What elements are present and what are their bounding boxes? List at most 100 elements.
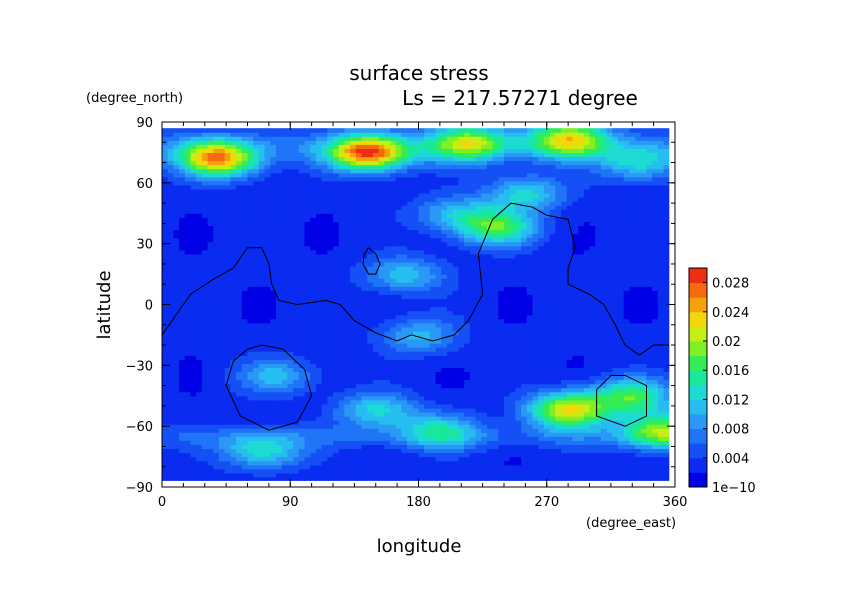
heatmap-cell bbox=[281, 209, 288, 214]
heatmap-cell bbox=[321, 440, 328, 446]
heatmap-cell bbox=[469, 322, 477, 328]
heatmap-cell bbox=[162, 387, 169, 393]
heatmap-cell bbox=[287, 403, 294, 409]
heatmap-cell bbox=[338, 476, 345, 481]
heatmap-cell bbox=[276, 338, 283, 344]
heatmap-cell bbox=[390, 379, 397, 385]
heatmap-cell bbox=[395, 403, 402, 409]
heatmap-cell bbox=[201, 432, 209, 437]
heatmap-cell bbox=[321, 136, 328, 141]
heatmap-cell bbox=[481, 257, 488, 263]
heatmap-cell bbox=[447, 343, 454, 348]
heatmap-cell bbox=[395, 440, 402, 446]
heatmap-cell bbox=[395, 221, 402, 227]
heatmap-cell bbox=[327, 241, 334, 247]
heatmap-cell bbox=[247, 355, 254, 360]
heatmap-cell bbox=[486, 464, 494, 470]
heatmap-cell bbox=[179, 375, 186, 381]
heatmap-cell bbox=[424, 306, 431, 312]
heatmap-cell bbox=[184, 468, 192, 474]
heatmap-cell bbox=[475, 310, 482, 316]
heatmap-cell bbox=[315, 233, 323, 239]
heatmap-cell bbox=[338, 253, 345, 259]
heatmap-cell bbox=[338, 229, 345, 235]
heatmap-cell bbox=[287, 225, 294, 231]
heatmap-cell bbox=[469, 464, 477, 470]
heatmap-cell bbox=[350, 383, 357, 389]
heatmap-cell bbox=[355, 221, 363, 227]
heatmap-cell bbox=[321, 233, 328, 239]
heatmap-cell bbox=[338, 322, 345, 328]
heatmap-cell bbox=[401, 261, 408, 267]
heatmap-cell bbox=[441, 302, 448, 308]
heatmap-cell bbox=[475, 180, 482, 186]
heatmap-cell bbox=[310, 225, 317, 231]
heatmap-cell bbox=[213, 411, 220, 417]
heatmap-cell bbox=[464, 176, 471, 182]
heatmap-cell bbox=[361, 278, 368, 283]
heatmap-cell bbox=[219, 355, 226, 360]
heatmap-cell bbox=[179, 192, 186, 198]
heatmap-cell bbox=[361, 355, 368, 360]
heatmap-cell bbox=[298, 330, 306, 336]
heatmap-cell bbox=[270, 379, 277, 385]
heatmap-cell bbox=[201, 407, 209, 413]
heatmap-cell bbox=[355, 432, 363, 437]
heatmap-cell bbox=[179, 229, 186, 235]
heatmap-cell bbox=[327, 468, 334, 474]
heatmap-cell bbox=[486, 424, 494, 429]
heatmap-cell bbox=[310, 359, 317, 364]
heatmap-cell bbox=[435, 460, 442, 466]
heatmap-cell bbox=[236, 180, 243, 186]
heatmap-cell bbox=[287, 229, 294, 235]
heatmap-cell bbox=[162, 460, 169, 466]
heatmap-cell bbox=[281, 359, 288, 364]
heatmap-cell bbox=[207, 140, 214, 145]
heatmap-cell bbox=[372, 359, 380, 364]
heatmap-cell bbox=[310, 416, 317, 421]
heatmap-cell bbox=[361, 286, 368, 291]
heatmap-cell bbox=[179, 213, 186, 218]
heatmap-cell bbox=[367, 261, 374, 267]
heatmap-cell bbox=[344, 395, 351, 401]
heatmap-cell bbox=[264, 407, 271, 413]
heatmap-cell bbox=[367, 144, 374, 149]
heatmap-cell bbox=[350, 432, 357, 437]
heatmap-cell bbox=[407, 192, 414, 198]
heatmap-cell bbox=[475, 428, 482, 433]
heatmap-cell bbox=[264, 176, 271, 182]
heatmap-cell bbox=[355, 444, 363, 450]
heatmap-cell bbox=[424, 403, 431, 409]
heatmap-cell bbox=[230, 391, 237, 397]
heatmap-cell bbox=[390, 476, 397, 481]
heatmap-cell bbox=[390, 221, 397, 227]
heatmap-cell bbox=[196, 444, 203, 450]
heatmap-cell bbox=[395, 383, 402, 389]
heatmap-cell bbox=[310, 132, 317, 137]
heatmap-cell bbox=[452, 188, 459, 194]
heatmap-cell bbox=[407, 456, 414, 462]
heatmap-cell bbox=[190, 440, 197, 446]
heatmap-cell bbox=[190, 428, 197, 433]
heatmap-cell bbox=[162, 359, 169, 364]
heatmap-cell bbox=[475, 197, 482, 202]
heatmap-cell bbox=[390, 399, 397, 405]
heatmap-cell bbox=[435, 351, 442, 356]
heatmap-cell bbox=[424, 383, 431, 389]
heatmap-cell bbox=[372, 456, 380, 462]
heatmap-cell bbox=[201, 188, 209, 194]
heatmap-cell bbox=[401, 298, 408, 304]
heatmap-cell bbox=[219, 326, 226, 332]
heatmap-cell bbox=[378, 286, 385, 291]
heatmap-cell bbox=[469, 201, 477, 206]
heatmap-cell bbox=[247, 188, 254, 194]
heatmap-cell bbox=[361, 128, 368, 133]
heatmap-cell bbox=[441, 265, 448, 271]
heatmap-cell bbox=[390, 136, 397, 141]
heatmap-cell bbox=[424, 176, 431, 182]
heatmap-cell bbox=[207, 343, 214, 348]
heatmap-cell bbox=[350, 229, 357, 235]
heatmap-cell bbox=[429, 245, 437, 251]
heatmap-cell bbox=[196, 294, 203, 300]
heatmap-cell bbox=[224, 257, 231, 263]
